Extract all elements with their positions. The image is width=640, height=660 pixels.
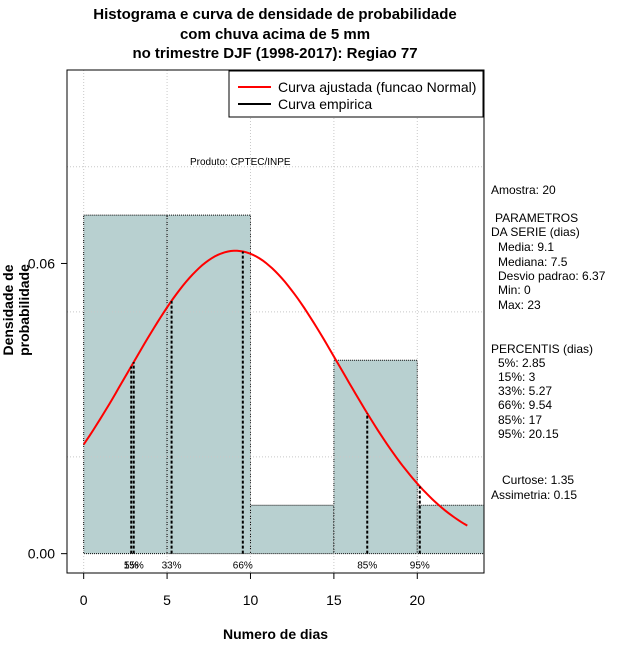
percentile-label-5: 95% — [410, 561, 430, 572]
percentile-label-0: 5% — [124, 561, 139, 572]
chart-title-line-1: Histograma e curva de densidade de proba… — [93, 6, 457, 23]
x-axis-label: Numero de dias — [222, 626, 329, 642]
percentile-66: 66%: 9.54 — [498, 398, 553, 412]
params-header-1: PARAMETROS — [495, 211, 579, 225]
histogram-bar-0 — [83, 214, 168, 555]
histogram-bar-4 — [416, 504, 485, 555]
stat-min: Min: 0 — [498, 283, 531, 297]
y-axis-tick-label-0: 0.00 — [28, 546, 55, 562]
chart-legend: Curva ajustada (funcao Normal)Curva empi… — [228, 70, 484, 118]
stat-skewness: Assimetria: 0.15 — [491, 488, 578, 502]
percentile-5: 5%: 2.85 — [498, 356, 546, 370]
percentile-label-1: 15% — [124, 561, 144, 572]
params-header-2: DA SERIE (dias) — [491, 225, 580, 239]
legend-box — [228, 70, 484, 118]
stat-max: Max: 23 — [498, 298, 541, 312]
x-axis-tick-label-4: 20 — [409, 592, 425, 608]
histogram-bar-2 — [249, 504, 335, 555]
y-axis-label: Densidade de probabilidade — [0, 264, 32, 356]
x-axis-tick-label-3: 15 — [326, 592, 342, 608]
stat-stddev: Desvio padrao: 6.37 — [498, 269, 606, 283]
percentile-label-4: 85% — [357, 561, 377, 572]
percentile-15: 15%: 3 — [498, 370, 536, 384]
chart-title-line-2: com chuva acima de 5 mm — [179, 26, 371, 43]
chart-title-line-3: no trimestre DJF (1998-2017): Regiao 77 — [132, 45, 418, 62]
product-credit: Produto: CPTEC/INPE — [190, 157, 291, 168]
stat-median: Mediana: 7.5 — [498, 255, 568, 269]
percentile-95: 95%: 20.15 — [498, 427, 559, 441]
stat-kurtosis: Curtose: 1.35 — [502, 473, 575, 487]
x-axis-tick-label-0: 0 — [80, 592, 88, 608]
percentile-85: 85%: 17 — [498, 413, 543, 427]
percentile-label-3: 66% — [233, 561, 253, 572]
sample-size: Amostra: 20 — [491, 183, 556, 197]
legend-entry-1: Curva empirica — [278, 96, 372, 112]
percentile-33: 33%: 5.27 — [498, 384, 553, 398]
stat-mean: Media: 9.1 — [498, 240, 555, 254]
legend-entry-0: Curva ajustada (funcao Normal) — [278, 79, 476, 95]
x-axis-tick-label-1: 5 — [163, 592, 171, 608]
plot-border — [66, 69, 485, 574]
x-axis-tick-label-2: 10 — [243, 592, 259, 608]
percentiles-header: PERCENTIS (dias) — [491, 342, 594, 356]
histogram-bar-1 — [166, 214, 251, 555]
y-axis-tick-label-1: 0.06 — [28, 255, 55, 271]
fitted-normal-curve — [82, 249, 468, 527]
percentile-label-2: 33% — [162, 561, 182, 572]
